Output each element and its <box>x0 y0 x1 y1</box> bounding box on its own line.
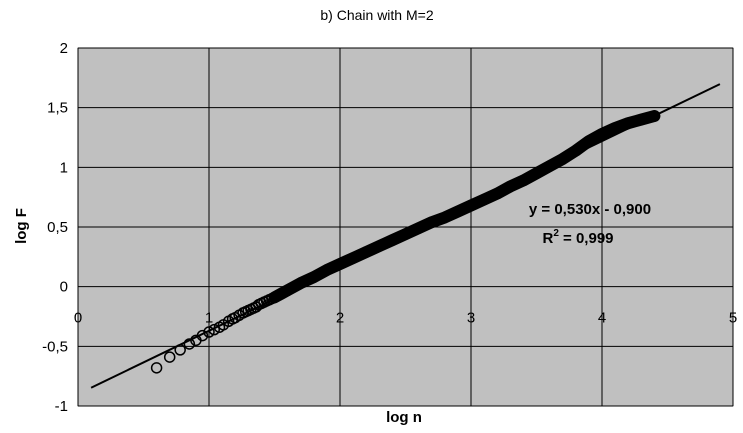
x-tick-label: 3 <box>467 310 475 327</box>
y-tick-label: 1 <box>60 159 68 176</box>
trendline <box>90 83 721 389</box>
data-point <box>163 351 176 363</box>
r-squared-superscript: 2 <box>553 228 559 239</box>
x-tick-label: 2 <box>336 310 344 327</box>
chart-title: b) Chain with M=2 <box>320 7 433 23</box>
y-tick-label: 0 <box>60 279 68 296</box>
y-tick-label: 1,5 <box>47 100 68 117</box>
data-point <box>150 362 163 374</box>
x-tick-label: 1 <box>205 310 213 327</box>
x-axis-title: log n <box>386 409 422 426</box>
r-squared-label: R2 = 0,999 <box>542 228 613 247</box>
r-squared-prefix: R <box>542 230 553 247</box>
x-tick-label: 0 <box>74 310 82 327</box>
grid <box>77 47 734 407</box>
x-tick-label: 4 <box>598 310 606 327</box>
trendline-equation: y = 0,530x - 0,900 <box>529 201 651 218</box>
y-tick-label: 0,5 <box>47 219 68 236</box>
data-point <box>203 326 215 338</box>
r-squared-value: = 0,999 <box>559 230 614 247</box>
y-tick-label: 2 <box>60 40 68 57</box>
y-axis-title: log F <box>13 208 30 244</box>
x-tick-label: 5 <box>729 310 737 327</box>
tick-labels: 0 1 2 3 4 5 -1 -0,5 0 0,5 1 1,5 2 <box>42 40 737 415</box>
y-tick-label: -0,5 <box>42 338 68 355</box>
y-tick-label: -1 <box>55 398 68 415</box>
data-point <box>183 338 196 350</box>
